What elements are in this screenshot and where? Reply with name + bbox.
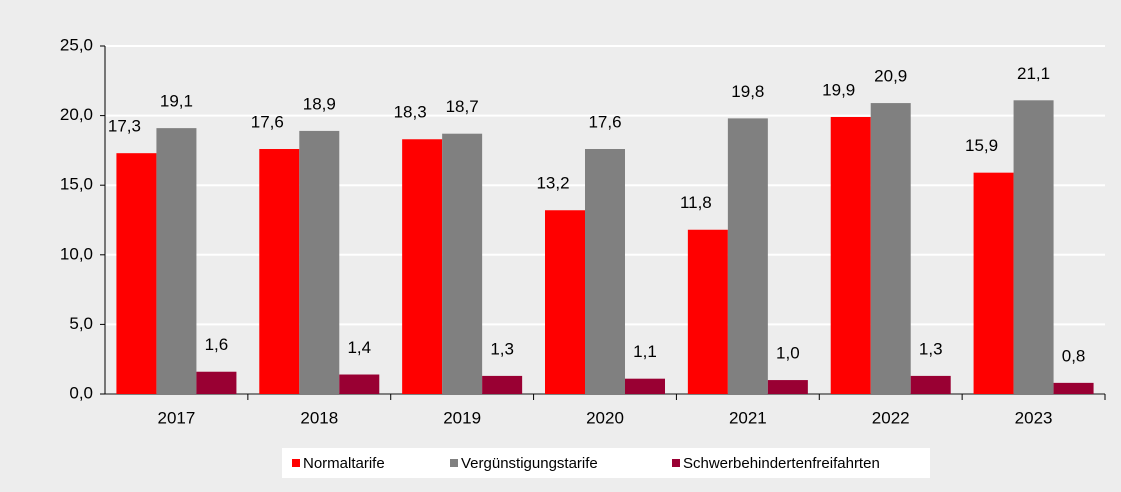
legend — [282, 448, 930, 478]
bar — [910, 375, 951, 394]
x-tick-label: 2018 — [300, 408, 338, 427]
legend-swatch — [672, 459, 680, 467]
legend-label: Vergünstigungstarife — [461, 455, 598, 472]
value-label: 18,3 — [394, 103, 427, 122]
bar — [339, 374, 380, 394]
value-label: 19,9 — [822, 80, 855, 99]
value-label: 17,6 — [588, 112, 621, 131]
value-label: 17,6 — [251, 112, 284, 131]
x-tick-label: 2021 — [729, 408, 767, 427]
value-label: 19,8 — [731, 82, 764, 101]
bar — [299, 130, 340, 395]
bar — [727, 118, 768, 394]
value-label: 18,7 — [446, 97, 479, 116]
value-label: 1,6 — [205, 335, 229, 354]
bar — [545, 210, 585, 394]
value-label: 13,2 — [536, 174, 569, 193]
value-label: 11,8 — [680, 193, 712, 212]
bar — [973, 172, 1014, 394]
value-label: 1,1 — [633, 342, 657, 361]
legend-swatch — [450, 459, 458, 467]
y-tick-label: 10,0 — [60, 244, 93, 263]
x-tick-label: 2017 — [158, 408, 196, 427]
value-label: 17,3 — [108, 117, 141, 136]
bar — [156, 128, 197, 395]
value-label: 0,8 — [1062, 346, 1086, 365]
bar — [870, 103, 911, 395]
legend-label: Schwerbehindertenfreifahrten — [683, 455, 880, 472]
value-label: 1,3 — [919, 339, 943, 358]
bar — [196, 371, 237, 394]
bar — [687, 229, 728, 394]
y-tick-label: 15,0 — [60, 175, 93, 194]
bar — [259, 149, 300, 394]
y-tick-label: 20,0 — [60, 105, 93, 124]
bar — [1013, 100, 1054, 395]
y-tick-label: 0,0 — [69, 383, 93, 402]
bar — [585, 149, 625, 394]
value-label: 20,9 — [874, 67, 907, 86]
bar — [1053, 382, 1094, 394]
bar — [767, 380, 808, 394]
bar — [116, 153, 157, 394]
y-tick-label: 25,0 — [60, 35, 93, 54]
bar — [442, 133, 483, 395]
value-label: 15,9 — [965, 136, 998, 155]
x-tick-label: 2022 — [872, 408, 910, 427]
bar — [625, 378, 665, 394]
value-label: 1,3 — [490, 339, 514, 358]
x-tick-label: 2020 — [586, 408, 624, 427]
value-label: 19,1 — [160, 92, 193, 111]
bar — [830, 116, 871, 394]
bar — [402, 139, 443, 394]
value-label: 1,0 — [776, 344, 800, 363]
y-tick-label: 5,0 — [69, 314, 93, 333]
value-label: 1,4 — [347, 338, 371, 357]
value-label: 21,1 — [1017, 64, 1050, 83]
x-tick-label: 2023 — [1015, 408, 1053, 427]
legend-swatch — [292, 459, 300, 467]
bar — [482, 375, 523, 394]
legend-label: Normaltarife — [303, 455, 385, 472]
value-label: 18,9 — [303, 94, 336, 113]
x-tick-label: 2019 — [443, 408, 481, 427]
